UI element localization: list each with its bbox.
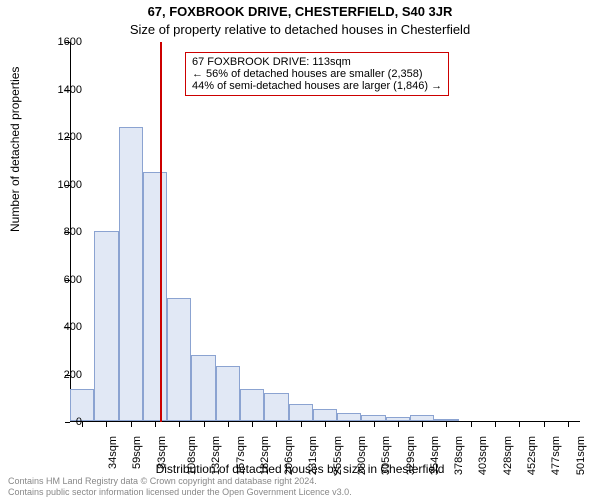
annotation-box: 67 FOXBROOK DRIVE: 113sqm ← 56% of detac… bbox=[185, 52, 449, 96]
histogram-bar bbox=[191, 355, 215, 422]
x-tick-mark bbox=[179, 422, 180, 427]
histogram-bar bbox=[386, 417, 410, 421]
x-tick-mark bbox=[106, 422, 107, 427]
x-tick-mark bbox=[374, 422, 375, 427]
footer-line: Contains HM Land Registry data © Crown c… bbox=[8, 476, 352, 487]
histogram-bar bbox=[289, 404, 313, 421]
x-tick-mark bbox=[544, 422, 545, 427]
y-tick-label: 1200 bbox=[42, 131, 82, 143]
x-tick-mark bbox=[276, 422, 277, 427]
x-tick-mark bbox=[228, 422, 229, 427]
y-tick-label: 600 bbox=[42, 274, 82, 286]
histogram-bar bbox=[94, 231, 118, 421]
x-tick-mark bbox=[568, 422, 569, 427]
x-tick-mark bbox=[301, 422, 302, 427]
x-tick-mark bbox=[204, 422, 205, 427]
chart-title-address: 67, FOXBROOK DRIVE, CHESTERFIELD, S40 3J… bbox=[0, 4, 600, 19]
x-tick-mark bbox=[82, 422, 83, 427]
histogram-bar bbox=[119, 127, 143, 422]
histogram-bar bbox=[337, 413, 361, 421]
x-tick-mark bbox=[131, 422, 132, 427]
marker-line bbox=[160, 42, 162, 422]
y-tick-label: 200 bbox=[42, 369, 82, 381]
x-tick-mark bbox=[495, 422, 496, 427]
histogram-bar bbox=[434, 419, 458, 421]
y-tick-label: 1600 bbox=[42, 36, 82, 48]
histogram-bar bbox=[264, 393, 288, 422]
x-tick-mark bbox=[519, 422, 520, 427]
annotation-line: 44% of semi-detached houses are larger (… bbox=[192, 80, 442, 92]
x-tick-mark bbox=[155, 422, 156, 427]
plot-area: 34sqm59sqm83sqm108sqm132sqm157sqm182sqm2… bbox=[70, 42, 580, 422]
x-tick-mark bbox=[446, 422, 447, 427]
x-tick-mark bbox=[349, 422, 350, 427]
x-tick-mark bbox=[398, 422, 399, 427]
histogram-bar bbox=[240, 389, 264, 421]
y-tick-label: 0 bbox=[42, 416, 82, 428]
histogram-bar bbox=[410, 415, 434, 421]
histogram-bar bbox=[143, 172, 167, 421]
y-tick-label: 400 bbox=[42, 321, 82, 333]
y-axis-label: Number of detached properties bbox=[8, 67, 22, 232]
footer-text: Contains HM Land Registry data © Crown c… bbox=[8, 476, 352, 498]
footer-line: Contains public sector information licen… bbox=[8, 487, 352, 498]
y-tick-label: 800 bbox=[42, 226, 82, 238]
y-tick-label: 1400 bbox=[42, 84, 82, 96]
histogram-bar bbox=[313, 409, 337, 421]
histogram-bar bbox=[216, 366, 240, 421]
chart-subtitle: Size of property relative to detached ho… bbox=[0, 22, 600, 37]
chart-container: 67, FOXBROOK DRIVE, CHESTERFIELD, S40 3J… bbox=[0, 0, 600, 500]
x-tick-mark bbox=[252, 422, 253, 427]
y-tick-label: 1000 bbox=[42, 179, 82, 191]
x-tick-mark bbox=[325, 422, 326, 427]
x-axis-label: Distribution of detached houses by size … bbox=[0, 462, 600, 476]
x-tick-mark bbox=[422, 422, 423, 427]
histogram-bar bbox=[361, 415, 385, 421]
x-tick-mark bbox=[471, 422, 472, 427]
annotation-line: ← 56% of detached houses are smaller (2,… bbox=[192, 68, 442, 80]
annotation-line: 67 FOXBROOK DRIVE: 113sqm bbox=[192, 56, 442, 68]
histogram-bar bbox=[167, 298, 191, 422]
